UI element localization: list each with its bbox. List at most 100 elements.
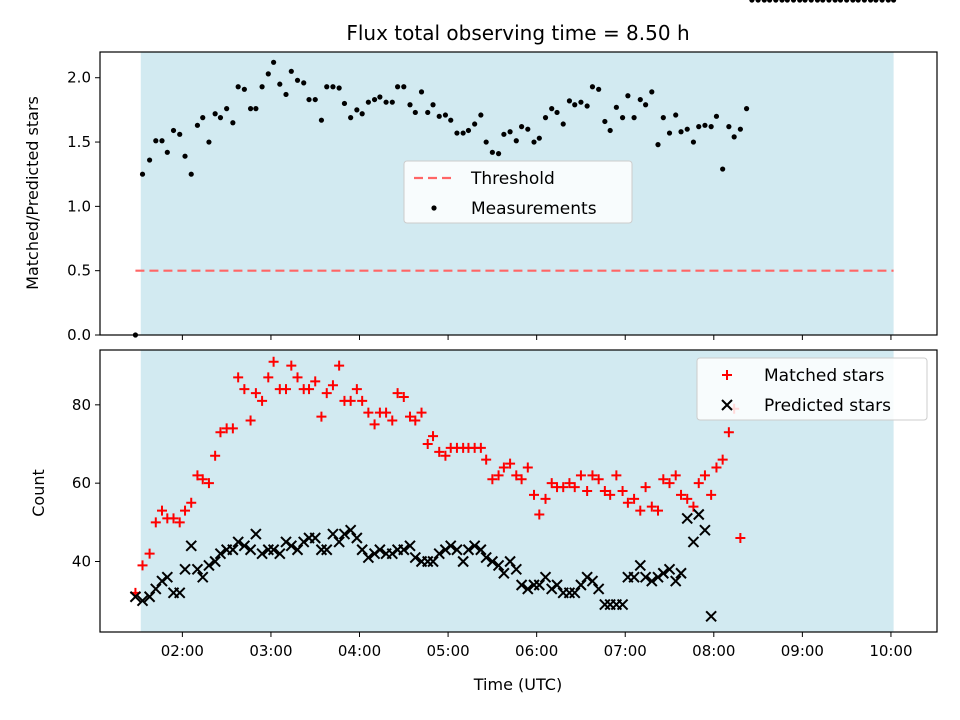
measurement-point: [217, 115, 224, 121]
matched-star-marker: [245, 415, 256, 426]
measurement-point: [619, 115, 626, 121]
matched-star-marker: [150, 517, 161, 528]
measurement-point: [631, 115, 637, 121]
matched-star-marker: [434, 446, 445, 457]
measurement-point: [578, 99, 584, 105]
predicted-star-marker: [404, 540, 416, 552]
predicted-star-marker: [475, 544, 487, 556]
predicted-star-marker: [515, 579, 528, 591]
predicted-star-marker: [504, 555, 516, 568]
predicted-star-marker: [238, 540, 251, 552]
measurement-point: [885, 0, 891, 3]
matched-star-marker: [664, 478, 675, 489]
measurement-point: [625, 93, 631, 99]
x-tick-label: 07:00: [604, 642, 647, 660]
ratio-panel: 0.00.51.01.52.0 Matched/Predicted stars …: [23, 0, 938, 344]
legend-measurements-swatch: [431, 205, 437, 211]
measurement-point: [713, 113, 720, 119]
predicted-star-marker: [675, 567, 687, 579]
x-tick-label: 03:00: [249, 642, 292, 660]
measurement-point: [401, 84, 407, 90]
measurement-point: [660, 115, 666, 121]
matched-star-marker: [351, 384, 362, 395]
measurement-point: [418, 89, 425, 95]
measurement-point: [837, 0, 844, 3]
matched-star-marker: [168, 513, 179, 524]
ratio-ylabel: Matched/Predicted stars: [23, 96, 42, 290]
measurement-point: [259, 84, 265, 90]
matched-star-marker: [316, 411, 327, 422]
measurement-point: [301, 80, 307, 86]
measurement-point: [808, 0, 814, 3]
matched-star-marker: [310, 376, 321, 387]
measurement-point: [649, 89, 655, 95]
predicted-star-marker: [129, 591, 142, 603]
predicted-star-marker: [492, 559, 505, 572]
x-tick-label: 10:00: [869, 642, 912, 660]
predicted-star-marker: [639, 571, 652, 583]
matched-star-marker: [233, 372, 244, 383]
measurement-point: [519, 124, 525, 130]
measurement-point: [495, 151, 502, 157]
measurement-point: [383, 99, 389, 105]
predicted-star-marker: [143, 591, 156, 603]
matched-star-marker: [137, 560, 148, 571]
predicted-star-marker: [569, 587, 581, 599]
measurement-point: [720, 166, 726, 172]
matched-star-marker: [405, 411, 415, 422]
measurement-point: [159, 138, 165, 144]
predicted-star-marker: [174, 587, 186, 599]
measurement-point: [501, 131, 507, 137]
predicted-star-marker: [445, 540, 457, 552]
matched-star-marker: [321, 388, 332, 399]
measurement-point: [855, 0, 861, 3]
measurement-point: [253, 106, 259, 112]
predicted-star-marker: [250, 528, 262, 540]
measurement-point: [306, 96, 312, 103]
legend-label: Threshold: [470, 169, 555, 189]
matched-star-marker: [653, 505, 663, 516]
measurement-point: [790, 0, 797, 3]
predicted-star-marker: [136, 594, 149, 607]
measurement-point: [737, 126, 743, 132]
measurement-point: [348, 115, 354, 121]
measurement-point: [566, 98, 573, 104]
matched-star-marker: [511, 470, 522, 481]
measurement-point: [602, 118, 608, 125]
measurement-point: [330, 84, 336, 90]
matched-star-marker: [197, 474, 208, 485]
measurement-point: [850, 0, 856, 3]
predicted-star-marker: [468, 540, 481, 552]
matched-star-marker: [440, 450, 451, 461]
measurement-point: [755, 0, 761, 3]
y-tick-label: 60: [72, 474, 91, 492]
predicted-star-marker: [670, 575, 682, 587]
predicted-star-marker: [309, 532, 321, 544]
predicted-star-marker: [433, 547, 445, 560]
matched-star-marker: [250, 388, 261, 399]
series-matched-stars: [130, 357, 746, 598]
predicted-star-marker: [427, 555, 439, 568]
matched-star-marker: [676, 489, 687, 500]
matched-star-marker: [422, 439, 433, 449]
predicted-star-marker: [267, 544, 280, 556]
matched-star-marker: [558, 482, 569, 493]
predicted-star-marker: [510, 563, 522, 576]
predicted-star-marker: [687, 536, 700, 548]
matched-star-marker: [475, 442, 486, 453]
measurement-point: [194, 122, 201, 128]
measurement-point: [726, 124, 732, 130]
matched-star-marker: [516, 474, 527, 485]
predicted-star-marker: [209, 555, 221, 568]
matched-star-marker: [575, 470, 586, 481]
matched-star-marker: [640, 482, 651, 493]
chart-title: Flux total observing time = 8.50 h: [346, 21, 689, 45]
counts-axes-frame: [99, 349, 938, 633]
predicted-star-marker: [681, 512, 693, 525]
measurement-point: [531, 139, 537, 145]
measurement-point: [802, 0, 808, 3]
measurement-point: [542, 115, 549, 121]
matched-star-marker: [529, 489, 539, 500]
measurement-point: [666, 130, 673, 136]
predicted-star-marker: [362, 551, 375, 564]
